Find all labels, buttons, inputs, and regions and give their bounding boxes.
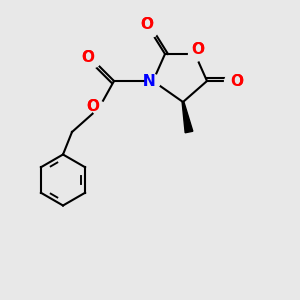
Text: O: O	[81, 50, 94, 64]
Text: O: O	[86, 99, 99, 114]
Text: O: O	[81, 50, 94, 64]
Text: O: O	[230, 74, 243, 88]
Text: O: O	[191, 42, 205, 57]
Text: N: N	[143, 74, 156, 88]
Text: O: O	[230, 74, 243, 88]
Text: O: O	[140, 17, 154, 32]
Text: O: O	[86, 99, 99, 114]
Text: O: O	[191, 42, 205, 57]
Text: O: O	[140, 17, 154, 32]
Text: N: N	[143, 74, 156, 88]
Polygon shape	[182, 102, 193, 133]
